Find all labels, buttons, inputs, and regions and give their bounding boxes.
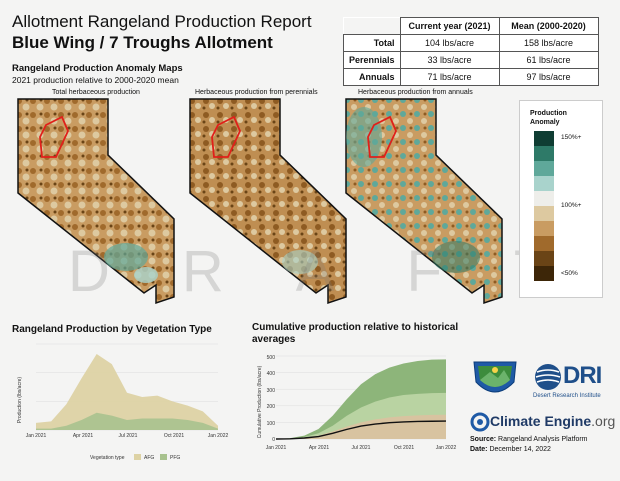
stats-header-mean: Mean (2000-2020) xyxy=(498,17,599,35)
source-value: Rangeland Analysis Platform xyxy=(498,436,588,443)
cum-xtick: Jan 2022 xyxy=(436,445,457,451)
draft-watermark: DRAFT xyxy=(68,239,620,304)
table-row: Perennials 33 lbs/acre 61 lbs/acre xyxy=(343,51,599,69)
cum-ytick: 200 xyxy=(267,404,276,410)
veg-xtick: Jul 2021 xyxy=(119,433,138,439)
report-title: Allotment Rangeland Production Report xyxy=(12,12,312,31)
pfg-legend-swatch xyxy=(160,454,167,460)
veg-xtick: Oct 2021 xyxy=(164,433,185,439)
table-row: Total 104 lbs/acre 158 lbs/acre xyxy=(343,34,599,52)
legend-title-line1: Production xyxy=(530,110,567,117)
map-label-annuals: Herbaceous production from annuals xyxy=(358,89,473,96)
map-total[interactable] xyxy=(16,97,178,309)
legend-tick-mid: 100%+ xyxy=(561,202,582,209)
cum-ytick: 0 xyxy=(272,437,275,443)
legend-swatch xyxy=(534,251,554,266)
veg-xtick: Apr 2021 xyxy=(73,433,94,439)
legend-swatch xyxy=(534,131,554,146)
afg-legend-swatch xyxy=(134,454,141,460)
current-value: 71 lbs/acre xyxy=(399,68,500,86)
mean-value: 97 lbs/acre xyxy=(498,68,599,86)
climate-engine-icon xyxy=(470,412,490,432)
stats-header-blank xyxy=(343,17,401,35)
legend-tick-low: <50% xyxy=(561,270,578,277)
row-label: Annuals xyxy=(343,68,401,86)
cum-xtick: Jul 2021 xyxy=(352,445,371,451)
mean-value: 158 lbs/acre xyxy=(498,34,599,52)
legend-swatch xyxy=(534,191,554,206)
date-label: Date: xyxy=(470,446,488,453)
cum-chart: Cumulative Production (lbs/acre) Jan 202… xyxy=(257,355,457,451)
report-subtitle: Blue Wing / 7 Troughs Allotment xyxy=(12,33,273,52)
legend-swatch xyxy=(534,176,554,191)
table-row: Annuals 71 lbs/acre 97 lbs/acre xyxy=(343,68,599,86)
source-label: Source: xyxy=(470,436,497,443)
veg-chart: Production (lbs/acre) Jan 2021 Apr 2021 … xyxy=(17,343,229,461)
legend-title-line2: Anomaly xyxy=(530,119,560,126)
legend-swatch xyxy=(534,146,554,161)
cum-chart-title: Cumulative production relative to histor… xyxy=(252,322,459,345)
row-label: Perennials xyxy=(343,51,401,69)
cum-current-line xyxy=(275,420,447,440)
dri-logo-subtext: Desert Research Institute xyxy=(533,393,601,399)
source-line: Source: Rangeland Analysis Platform xyxy=(470,436,588,443)
cum-ytick: 300 xyxy=(267,388,276,394)
pfg-legend-label: PFG xyxy=(170,455,180,461)
veg-legend-title: Vegetation type xyxy=(90,455,125,461)
veg-chart-title: Rangeland Production by Vegetation Type xyxy=(12,324,212,335)
date-value: December 14, 2022 xyxy=(489,446,551,453)
current-value: 33 lbs/acre xyxy=(399,51,500,69)
map-label-total: Total herbaceous production xyxy=(52,89,140,96)
legend-swatch xyxy=(534,236,554,251)
map-label-perennials: Herbaceous production from perennials xyxy=(195,89,318,96)
dri-logo-text: DRI xyxy=(563,362,602,389)
dri-globe-icon xyxy=(535,364,561,390)
legend-title: Production Anomaly xyxy=(530,109,567,127)
anomaly-legend: Production Anomaly 150%+ 100%+ <50% xyxy=(519,100,603,298)
veg-xtick: Jan 2022 xyxy=(208,433,229,439)
current-value: 104 lbs/acre xyxy=(399,34,500,52)
map-annuals[interactable] xyxy=(344,97,506,309)
map-perennials[interactable] xyxy=(188,97,350,309)
cum-ytick: 500 xyxy=(267,355,276,361)
legend-swatch xyxy=(534,266,554,281)
climate-engine-logo: Climate Engine.org xyxy=(490,413,615,429)
date-line: Date: December 14, 2022 xyxy=(470,446,551,453)
cum-ylabel: Cumulative Production (lbs/acre) xyxy=(257,365,263,438)
cum-ytick: 100 xyxy=(267,421,276,427)
legend-tick-high: 150%+ xyxy=(561,134,582,141)
cum-xtick: Jan 2021 xyxy=(266,445,287,451)
veg-ylabel: Production (lbs/acre) xyxy=(17,377,23,423)
afg-legend-label: AFG xyxy=(144,455,154,461)
cum-lower-band xyxy=(276,414,446,439)
cum-xtick: Oct 2021 xyxy=(394,445,415,451)
pfg-area xyxy=(36,412,218,430)
stats-header-current: Current year (2021) xyxy=(399,17,500,35)
legend-swatch xyxy=(534,221,554,236)
mean-value: 61 lbs/acre xyxy=(498,51,599,69)
cum-ytick: 400 xyxy=(267,371,276,377)
maps-section-subtitle: 2021 production relative to 2000-2020 me… xyxy=(12,75,179,85)
stats-header-row: Current year (2021) Mean (2000-2020) xyxy=(343,17,599,35)
cum-xtick: Apr 2021 xyxy=(309,445,330,451)
afg-area xyxy=(36,354,218,430)
blm-logo xyxy=(473,361,517,393)
veg-xtick: Jan 2021 xyxy=(26,433,47,439)
stats-table: Current year (2021) Mean (2000-2020) Tot… xyxy=(343,17,599,86)
climate-engine-suffix: .org xyxy=(591,413,616,429)
legend-swatch xyxy=(534,206,554,221)
legend-swatch xyxy=(534,161,554,176)
maps-section-title: Rangeland Production Anomaly Maps xyxy=(12,63,183,74)
row-label: Total xyxy=(343,34,401,52)
climate-engine-name: Climate Engine xyxy=(490,413,592,429)
